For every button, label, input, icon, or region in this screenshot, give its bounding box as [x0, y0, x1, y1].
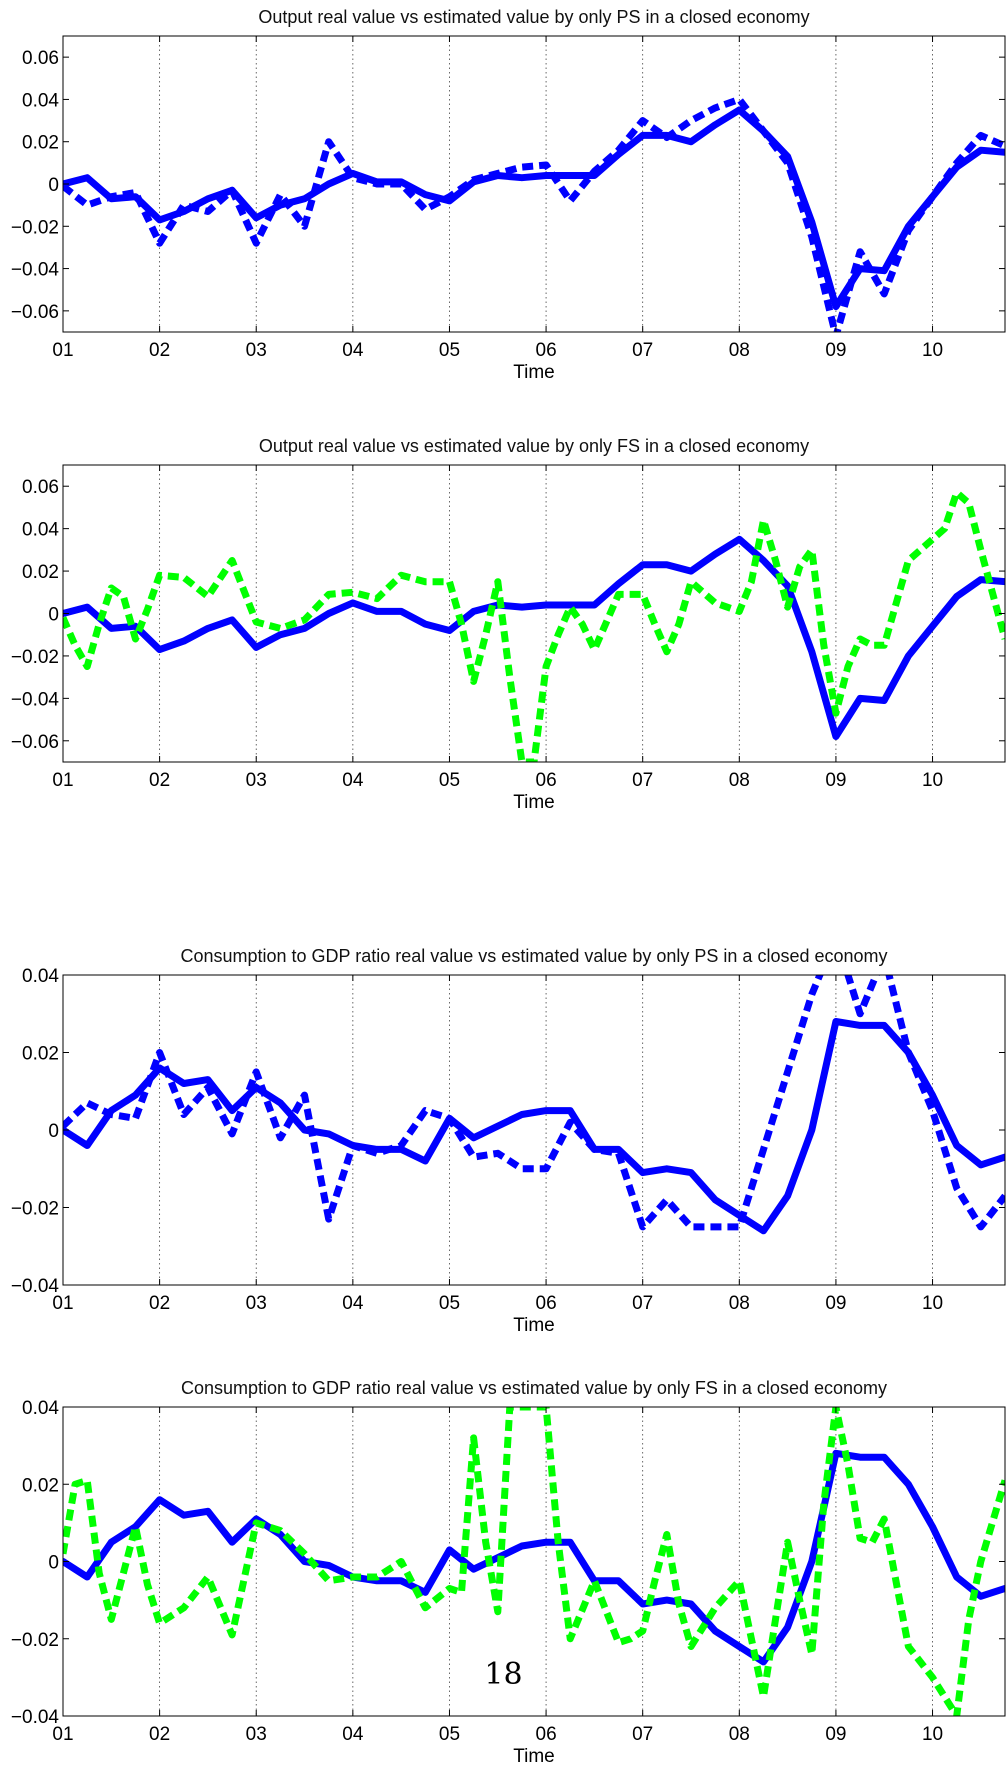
- series-estimated-line: [63, 1407, 1005, 1716]
- y-tick-label: 0.04: [22, 520, 59, 541]
- series-real-line: [63, 1449, 1005, 1666]
- x-tick-label: 10: [922, 1724, 943, 1745]
- x-tick-label: 03: [246, 770, 267, 791]
- y-tick-label: −0.02: [11, 647, 59, 668]
- x-tick-label: 09: [825, 1724, 846, 1745]
- x-tick-label: 01: [52, 340, 73, 361]
- x-tick-label: 01: [52, 1293, 73, 1314]
- y-tick-label: −0.02: [11, 1199, 59, 1220]
- chart-title: Output real value vs estimated value by …: [258, 7, 809, 27]
- y-tick-label: −0.06: [11, 732, 59, 753]
- y-tick-label: 0.02: [22, 133, 59, 154]
- x-tick-label: 10: [922, 770, 943, 791]
- x-tick-label: 10: [922, 1293, 943, 1314]
- y-tick-label: −0.06: [11, 302, 59, 323]
- y-tick-label: 0.06: [22, 48, 59, 69]
- y-tick-label: 0: [48, 1553, 59, 1574]
- y-tick-label: −0.04: [11, 689, 60, 710]
- y-tick-label: 0.06: [22, 477, 59, 498]
- x-tick-label: 02: [149, 1293, 170, 1314]
- y-tick-label: 0.02: [22, 1475, 59, 1496]
- y-tick-label: −0.02: [11, 217, 59, 238]
- x-tick-label: 04: [342, 770, 364, 791]
- x-tick-label: 03: [246, 340, 267, 361]
- x-tick-label: 03: [246, 1724, 267, 1745]
- y-tick-label: −0.04: [11, 260, 60, 281]
- x-tick-label: 06: [536, 1293, 557, 1314]
- x-axis-label: Time: [513, 792, 555, 813]
- x-tick-label: 05: [439, 340, 460, 361]
- x-tick-label: 08: [729, 1293, 750, 1314]
- y-tick-label: 0.02: [22, 562, 59, 583]
- x-tick-label: 01: [52, 770, 73, 791]
- x-tick-label: 07: [632, 1293, 653, 1314]
- chart-1: Output real value vs estimated value by …: [11, 7, 1006, 383]
- y-tick-label: 0: [48, 175, 59, 196]
- x-tick-label: 09: [825, 1293, 846, 1314]
- chart-3: Consumption to GDP ratio real value vs e…: [11, 946, 1006, 1336]
- y-tick-label: 0.02: [22, 1044, 59, 1065]
- x-tick-label: 09: [825, 770, 846, 791]
- plot-frame: [62, 974, 1006, 1286]
- series-estimated-line: [63, 95, 1005, 332]
- series-real-line: [63, 1018, 1005, 1235]
- y-tick-label: 0.04: [22, 1398, 59, 1419]
- x-axis-label: Time: [513, 1315, 555, 1336]
- chart-4: Consumption to GDP ratio real value vs e…: [11, 1378, 1006, 1767]
- y-tick-label: −0.04: [11, 1707, 60, 1728]
- x-tick-label: 05: [439, 770, 460, 791]
- x-axis-label: Time: [513, 362, 555, 383]
- x-tick-label: 07: [632, 1724, 653, 1745]
- x-tick-label: 01: [52, 1724, 73, 1745]
- x-tick-label: 02: [149, 1724, 170, 1745]
- chart-2: Output real value vs estimated value by …: [11, 436, 1006, 813]
- x-tick-label: 06: [536, 770, 557, 791]
- x-tick-label: 08: [729, 770, 750, 791]
- x-tick-label: 07: [632, 340, 653, 361]
- plot-frame: [62, 35, 1006, 333]
- y-tick-label: 0.04: [22, 966, 59, 987]
- x-tick-label: 06: [536, 1724, 557, 1745]
- y-tick-label: 0.04: [22, 90, 59, 111]
- x-tick-label: 05: [439, 1293, 460, 1314]
- x-tick-label: 04: [342, 1724, 364, 1745]
- chart-title: Consumption to GDP ratio real value vs e…: [180, 946, 887, 966]
- x-tick-label: 04: [342, 340, 364, 361]
- x-tick-label: 06: [536, 340, 557, 361]
- x-tick-label: 10: [922, 340, 943, 361]
- y-tick-label: 0: [48, 1121, 59, 1142]
- x-tick-label: 08: [729, 1724, 750, 1745]
- x-tick-label: 08: [729, 340, 750, 361]
- x-axis-label: Time: [513, 1746, 555, 1767]
- series-real-line: [63, 535, 1005, 740]
- x-tick-label: 07: [632, 770, 653, 791]
- x-tick-label: 02: [149, 770, 170, 791]
- x-tick-label: 02: [149, 340, 170, 361]
- series-estimated-line: [63, 489, 1005, 762]
- plot-frame: [62, 464, 1006, 763]
- y-tick-label: −0.04: [11, 1276, 60, 1297]
- x-tick-label: 09: [825, 340, 846, 361]
- y-tick-label: −0.02: [11, 1630, 59, 1651]
- x-tick-label: 05: [439, 1724, 460, 1745]
- chart-title: Consumption to GDP ratio real value vs e…: [181, 1378, 887, 1398]
- chart-title: Output real value vs estimated value by …: [259, 436, 809, 456]
- x-tick-label: 03: [246, 1293, 267, 1314]
- page-number: 18: [484, 1657, 523, 1692]
- series-real-line: [63, 106, 1005, 311]
- y-tick-label: 0: [48, 605, 59, 626]
- x-tick-label: 04: [342, 1293, 364, 1314]
